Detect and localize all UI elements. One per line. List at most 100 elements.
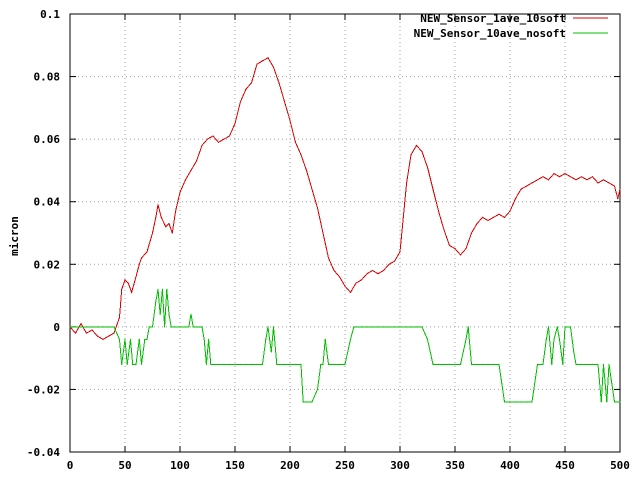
data-point xyxy=(131,291,133,293)
data-point xyxy=(239,101,242,103)
data-point xyxy=(179,191,181,193)
data-point xyxy=(132,363,134,365)
y-tick-label: 0.04 xyxy=(34,196,61,209)
data-point xyxy=(443,229,445,231)
data-point xyxy=(399,251,401,253)
data-point xyxy=(415,326,418,328)
data-point xyxy=(393,260,396,262)
data-point xyxy=(399,326,401,328)
data-point xyxy=(140,257,143,259)
data-point xyxy=(404,326,407,328)
data-point xyxy=(467,326,469,328)
data-point xyxy=(586,179,588,181)
data-point xyxy=(503,401,506,403)
data-point xyxy=(556,326,558,328)
data-point xyxy=(575,179,577,181)
data-point xyxy=(564,173,566,175)
data-point xyxy=(155,216,157,218)
data-point xyxy=(465,248,467,250)
data-point xyxy=(448,244,451,247)
data-point xyxy=(542,363,544,365)
data-point xyxy=(437,363,440,365)
data-point xyxy=(228,363,231,365)
data-point xyxy=(283,363,286,365)
data-point xyxy=(320,363,322,365)
data-point xyxy=(168,223,170,225)
data-point xyxy=(276,363,278,365)
data-point xyxy=(547,326,550,328)
data-point xyxy=(459,254,462,256)
data-point xyxy=(520,188,522,190)
data-point xyxy=(267,326,269,328)
y-axis-label: micron xyxy=(8,216,21,256)
data-point xyxy=(74,326,77,328)
data-point xyxy=(377,326,379,328)
data-point xyxy=(121,288,123,290)
data-point xyxy=(144,338,146,340)
data-point xyxy=(481,363,484,365)
y-tick-label: 0.1 xyxy=(40,8,60,21)
data-point xyxy=(223,363,225,365)
data-point xyxy=(338,363,341,365)
x-tick-label: 300 xyxy=(390,459,410,472)
data-point xyxy=(333,363,335,365)
data-point xyxy=(190,313,192,315)
data-point xyxy=(124,338,126,340)
data-point xyxy=(311,188,313,190)
data-point xyxy=(410,154,412,156)
data-point xyxy=(91,329,93,331)
data-point xyxy=(85,332,88,334)
data-point xyxy=(127,282,129,284)
data-point xyxy=(542,176,544,178)
data-point xyxy=(619,401,621,403)
x-tick-label: 450 xyxy=(555,459,575,472)
data-point xyxy=(547,179,550,181)
data-point xyxy=(250,363,253,365)
data-point xyxy=(617,198,619,200)
data-point xyxy=(250,82,253,84)
data-point xyxy=(586,363,588,365)
data-point xyxy=(107,326,110,328)
data-point xyxy=(102,338,104,340)
data-point xyxy=(470,232,473,234)
x-tick-label: 500 xyxy=(610,459,630,472)
data-point xyxy=(324,338,326,340)
data-point xyxy=(223,138,225,140)
data-point xyxy=(382,326,385,328)
x-tick-label: 400 xyxy=(500,459,520,472)
data-point xyxy=(228,135,231,137)
series-2 xyxy=(69,288,621,403)
data-point xyxy=(165,226,167,228)
data-point xyxy=(349,338,352,340)
data-point xyxy=(195,160,198,162)
legend-label: NEW_Sensor_10ave_nosoft xyxy=(414,27,566,40)
data-point xyxy=(261,60,264,62)
data-point xyxy=(69,326,71,328)
data-point xyxy=(159,313,161,315)
data-point xyxy=(205,363,207,365)
data-point xyxy=(355,282,357,284)
x-tick-label: 200 xyxy=(280,459,300,472)
data-point xyxy=(179,326,181,328)
data-point xyxy=(569,176,572,178)
data-point xyxy=(487,363,489,365)
data-point xyxy=(199,326,201,328)
data-point xyxy=(184,179,187,181)
data-point xyxy=(591,363,594,365)
data-point xyxy=(406,182,408,184)
data-point xyxy=(432,188,434,190)
data-point xyxy=(366,326,368,328)
data-point xyxy=(580,363,583,365)
x-tick-label: 350 xyxy=(445,459,465,472)
data-point xyxy=(536,179,539,181)
data-point xyxy=(166,288,168,290)
data-point xyxy=(278,82,280,84)
data-point xyxy=(569,326,572,328)
data-point xyxy=(283,101,286,103)
data-point xyxy=(294,363,297,365)
data-point xyxy=(476,363,478,365)
data-point xyxy=(349,291,352,293)
data-point xyxy=(432,363,434,365)
data-point xyxy=(256,363,258,365)
data-point xyxy=(245,363,247,365)
